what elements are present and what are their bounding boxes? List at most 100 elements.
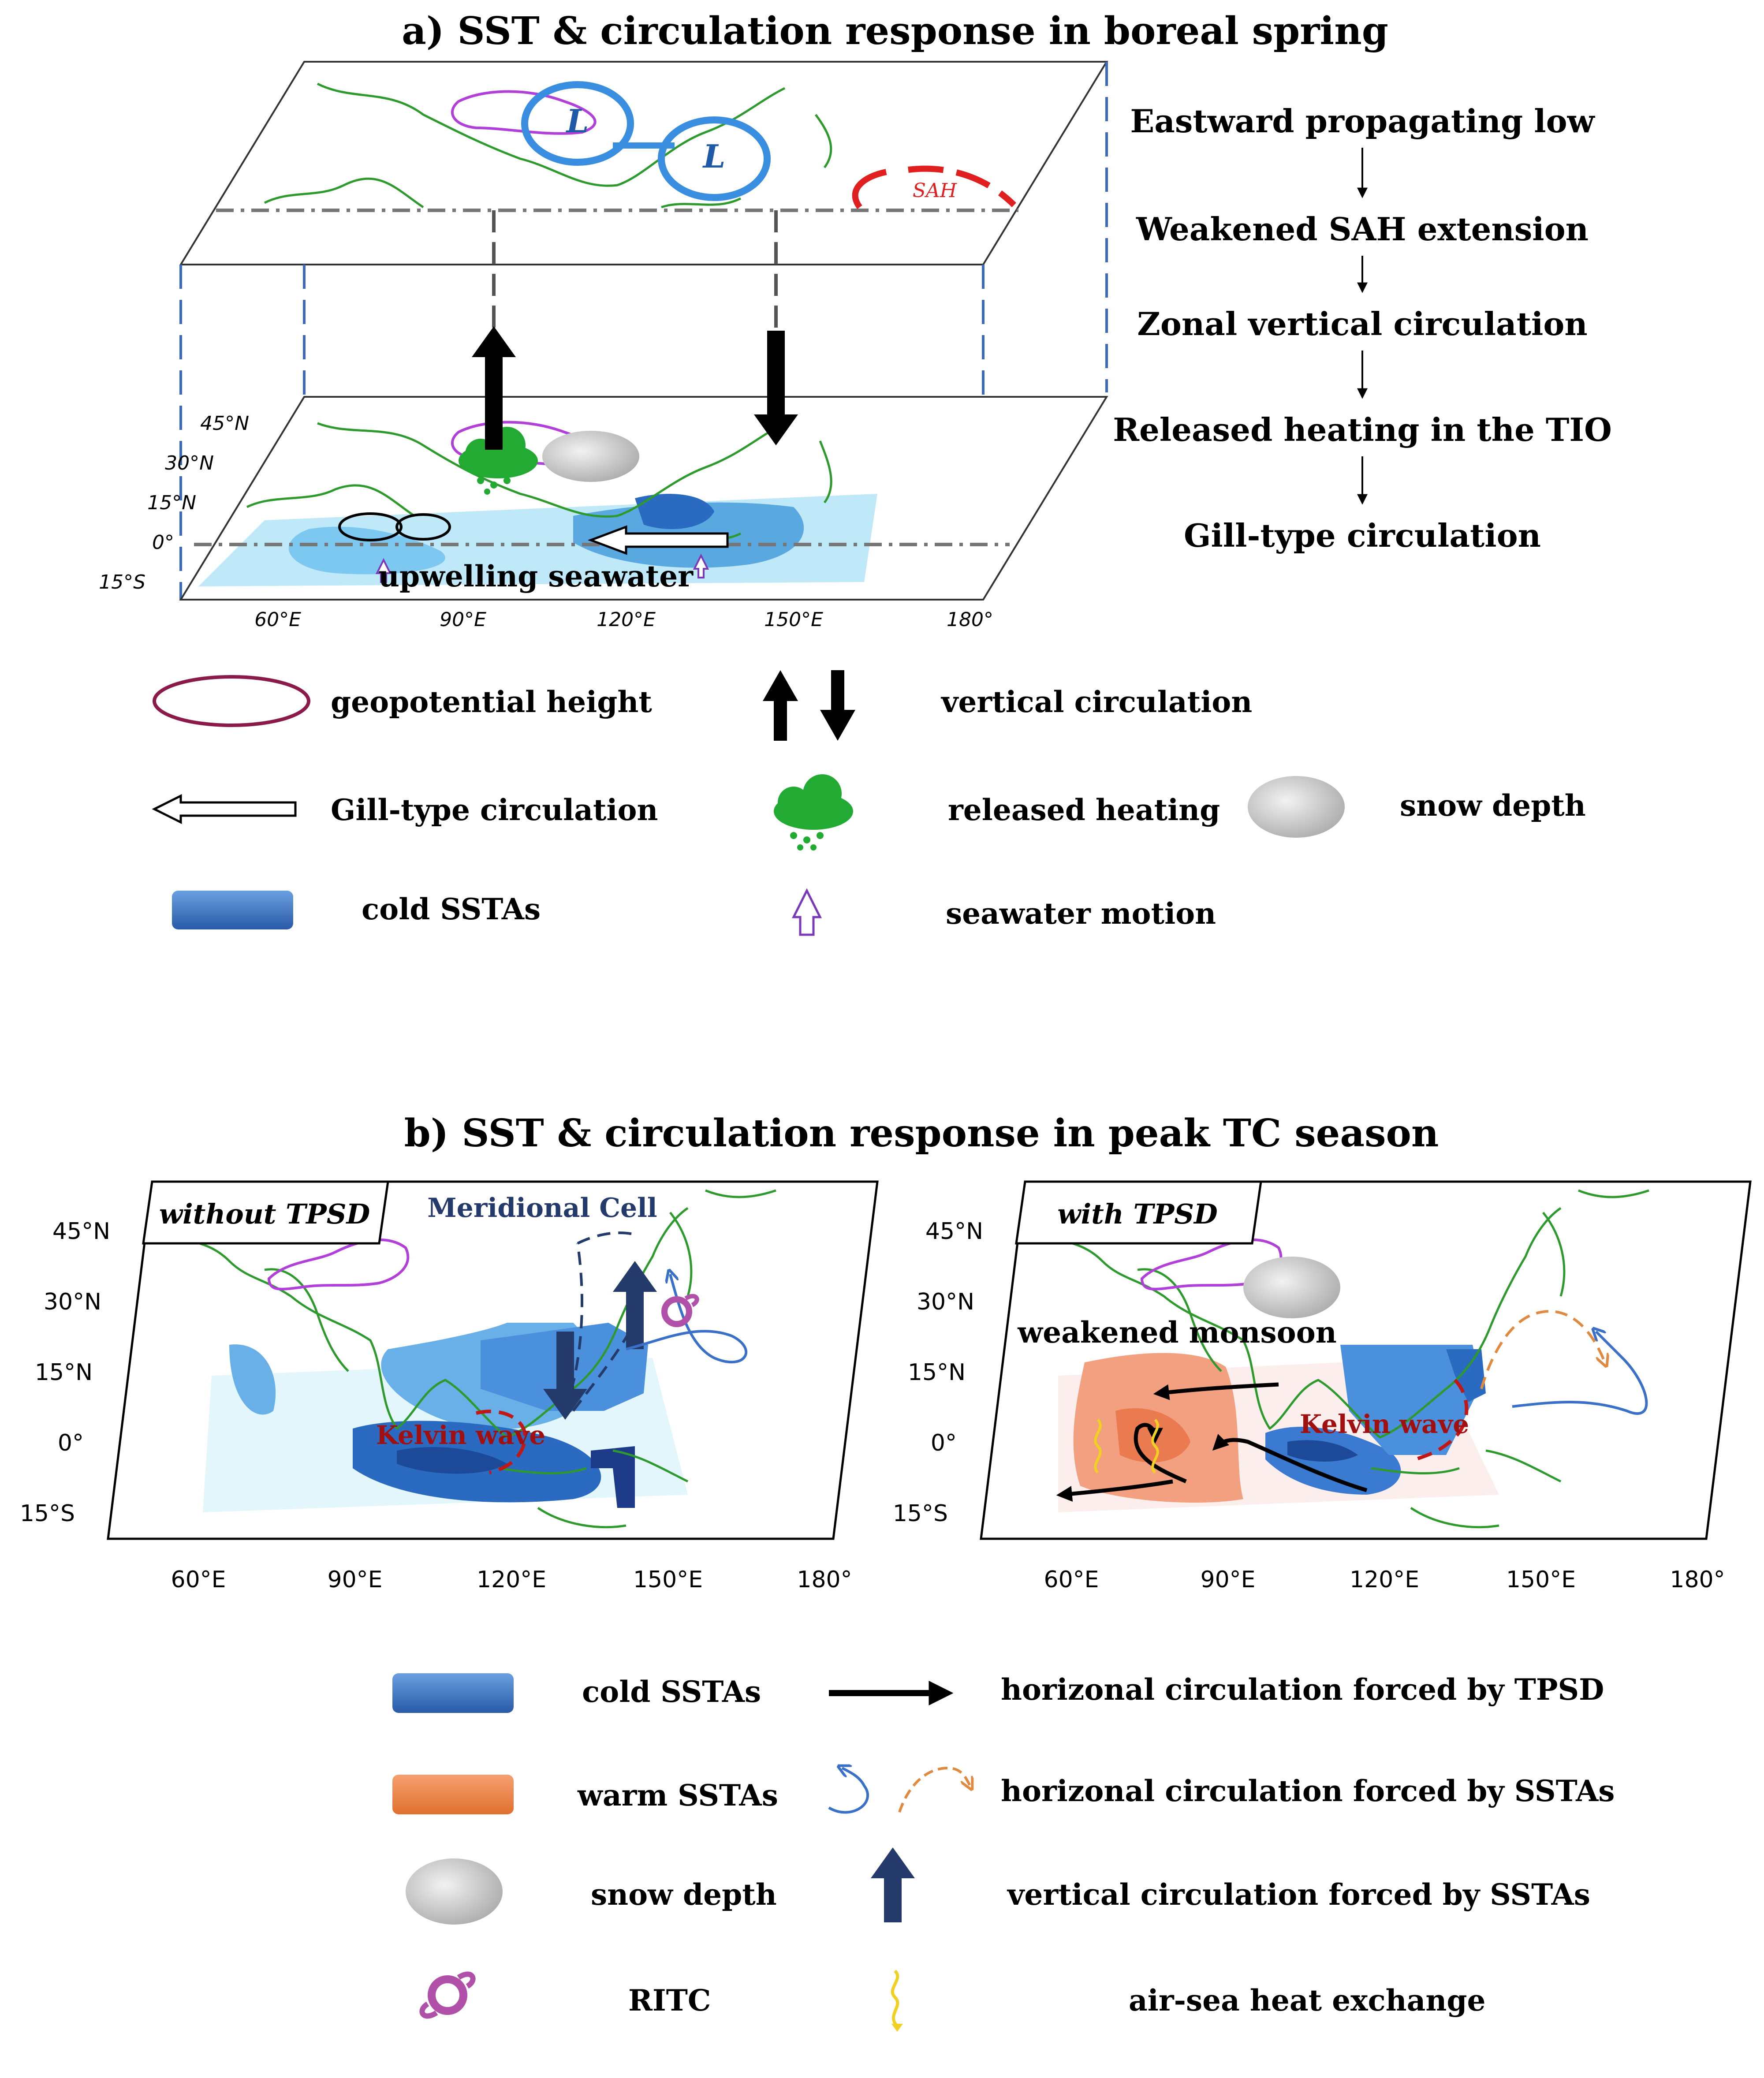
label-without-tpsd: without TPSD [159,1198,370,1230]
svg-text:90°E: 90°E [327,1567,382,1593]
right-map-lon-ticks: 60°E 90°E 120°E 150°E 180° [1044,1567,1725,1593]
svg-text:180°: 180° [797,1567,852,1593]
svg-text:180°: 180° [1670,1567,1725,1593]
right-coast-japan [1542,1189,1649,1297]
legend-gill-icon [152,794,297,824]
left-coast-islands [498,1449,689,1529]
svg-text:15°S: 15°S [99,571,145,593]
tpsd-arrow-loop [1134,1423,1187,1484]
panel-a-lat-ticks: 45°N 30°N 15°N 0° 15°S [99,412,249,593]
left-plateau-outline [267,1238,410,1291]
svg-text:0°: 0° [931,1430,957,1456]
left-ssta-png [591,1446,635,1508]
legend-b-orange-loop [898,1766,970,1813]
right-coast-islands [1371,1449,1562,1529]
upper-coastline-2 [264,114,832,209]
low-circle-west [521,81,634,166]
svg-text:air-sea heat exchange: air-sea heat exchange [1129,1983,1486,2018]
svg-text:120°E: 120°E [477,1567,546,1593]
svg-text:released heating: released heating [948,793,1220,827]
map-without-tpsd: without TPSD Meridional Cell Kelvin wave [107,1180,879,1540]
sah-arc-right [908,165,1016,207]
tpsd-arrow-east [1212,1433,1368,1492]
upper-coastline [317,82,786,187]
legend-b-ritc-icon [419,1971,476,2019]
low-circle-east [658,116,771,201]
right-ssta-cold-core [1287,1440,1358,1462]
flow-step-5: Gill-type circulation [1184,517,1541,554]
left-kelvin-wave-label: Kelvin wave [376,1420,545,1450]
legend-geopotential-icon [153,675,310,727]
legend-cold-ssta-icon [172,891,293,929]
map-with-tpsd: with TPSD weakened monsoon Kelvin wave [980,1180,1752,1540]
right-ssta-cold-scs [1340,1345,1481,1455]
ritc-symbol-left [661,1294,699,1327]
gill-arrow [587,525,729,555]
legend-vertical-arrows-icon [763,670,855,741]
svg-text:30°N: 30°N [44,1289,101,1315]
snow-depth-spring [542,431,639,482]
left-map-lat-ticks: 45°N 30°N 15°N 0° 15°S [20,1218,110,1527]
svg-text:snow depth: snow depth [1400,788,1586,823]
svg-text:vertical circulation forced by: vertical circulation forced by SSTAs [1007,1877,1590,1912]
svg-text:90°E: 90°E [1200,1567,1255,1593]
svg-text:15°N: 15°N [147,492,196,514]
low-label-east: L [702,138,726,175]
left-map-lon-ticks: 60°E 90°E 120°E 150°E 180° [171,1567,852,1593]
svg-text:150°E: 150°E [764,608,823,631]
seawater-arrow-west [375,558,392,583]
svg-text:0°: 0° [152,531,174,554]
svg-text:120°E: 120°E [1350,1567,1419,1593]
svg-text:150°E: 150°E [633,1567,703,1593]
seawater-arrow-east [693,553,709,578]
meridional-cell-label: Meridional Cell [427,1193,657,1224]
svg-text:cold SSTAs: cold SSTAs [362,892,541,926]
upwelling-label: upwelling seawater [378,559,694,593]
legend-seawater-icon [791,888,822,936]
legend-b-blue-loop [828,1768,869,1814]
legend-snow-icon [1248,776,1345,838]
svg-text:snow depth: snow depth [591,1877,777,1912]
right-map-lat-ticks: 45°N 30°N 15°N 0° 15°S [893,1218,983,1527]
svg-text:seawater motion: seawater motion [946,896,1216,931]
svg-text:120°E: 120°E [597,608,656,631]
tpsd-arrow-west [1056,1479,1173,1502]
ascending-arrow [472,326,516,450]
label-with-tpsd: with TPSD [1057,1198,1218,1230]
meridional-descending-arrow [543,1332,587,1420]
svg-text:Gill-type circulation: Gill-type circulation [331,793,658,827]
descending-arrow [754,331,798,445]
right-ssta-loop-orange [1480,1310,1605,1389]
sah-arc-left [852,169,887,209]
low-label-west: L [566,102,589,140]
legend-b-warm-icon [392,1775,514,1814]
svg-text:geopotential height: geopotential height [331,685,652,719]
svg-text:60°E: 60°E [171,1567,226,1593]
panel-b-legend: cold SSTAs horizonal circulation forced … [392,1672,1615,2032]
flow-step-1: Eastward propagating low [1130,102,1595,140]
left-ssta-core [397,1447,507,1474]
right-coast-india [1137,1268,1222,1372]
upper-plateau-outline [451,90,597,135]
svg-text:30°N: 30°N [917,1289,974,1315]
sah-label: SAH [913,179,958,202]
panel-b-title: b) SST & circulation response in peak TC… [404,1111,1439,1156]
svg-text:cold SSTAs: cold SSTAs [582,1675,761,1709]
snow-depth-peak [1243,1257,1340,1318]
panel-a-lon-ticks: 60°E 90°E 120°E 150°E 180° [254,608,993,631]
svg-text:horizonal circulation forced b: horizonal circulation forced by SSTAs [1001,1774,1615,1808]
right-kelvin-wave-arc [1414,1379,1469,1461]
svg-text:0°: 0° [58,1430,84,1456]
svg-text:vertical circulation: vertical circulation [940,685,1252,719]
flow-step-2: Weakened SAH extension [1136,210,1589,248]
panel-a-title: a) SST & circulation response in boreal … [402,9,1388,53]
svg-text:150°E: 150°E [1506,1567,1576,1593]
legend-rain-icon [774,774,853,851]
svg-text:45°N: 45°N [925,1218,983,1245]
svg-text:warm SSTAs: warm SSTAs [577,1778,778,1813]
svg-text:15°S: 15°S [20,1500,75,1527]
svg-text:15°N: 15°N [908,1359,966,1386]
left-ssta-west [229,1344,276,1415]
svg-text:60°E: 60°E [254,608,301,631]
